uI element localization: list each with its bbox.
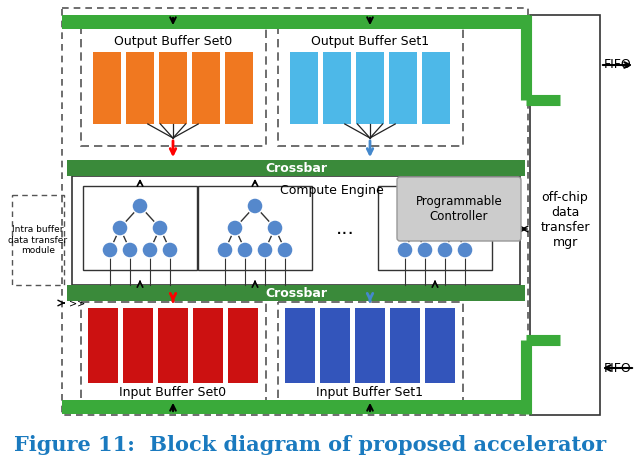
- Text: >>: >>: [69, 298, 85, 308]
- Text: Programmable
Controller: Programmable Controller: [415, 195, 503, 223]
- Bar: [323, 52, 351, 124]
- Bar: [378, 186, 492, 270]
- Circle shape: [397, 242, 413, 258]
- Circle shape: [112, 220, 128, 236]
- Text: Crossbar: Crossbar: [265, 286, 327, 300]
- Bar: [228, 308, 258, 383]
- Circle shape: [227, 220, 243, 236]
- Circle shape: [142, 242, 158, 258]
- Bar: [389, 52, 417, 124]
- Bar: [198, 186, 312, 270]
- Bar: [126, 52, 154, 124]
- Bar: [62, 15, 530, 29]
- Text: off-chip
data
transfer
mgr: off-chip data transfer mgr: [540, 191, 590, 249]
- Circle shape: [437, 242, 453, 258]
- Bar: [225, 52, 253, 124]
- Text: Input Buffer Set1: Input Buffer Set1: [317, 385, 424, 398]
- Text: Crossbar: Crossbar: [265, 161, 327, 175]
- Bar: [530, 15, 600, 415]
- FancyBboxPatch shape: [397, 177, 521, 241]
- Bar: [290, 52, 318, 124]
- Bar: [192, 52, 220, 124]
- Text: Input Buffer Set0: Input Buffer Set0: [120, 385, 227, 398]
- Text: Figure 11:  Block diagram of proposed accelerator: Figure 11: Block diagram of proposed acc…: [14, 435, 606, 455]
- Bar: [320, 308, 350, 383]
- Bar: [425, 308, 455, 383]
- Circle shape: [122, 242, 138, 258]
- Circle shape: [132, 198, 148, 214]
- Bar: [422, 52, 450, 124]
- Text: Output Buffer Set1: Output Buffer Set1: [311, 35, 429, 48]
- Circle shape: [257, 242, 273, 258]
- Bar: [278, 302, 462, 405]
- Bar: [278, 28, 462, 146]
- Text: Intra buffer
data transfer
module: Intra buffer data transfer module: [8, 225, 68, 255]
- Bar: [88, 308, 118, 383]
- Circle shape: [267, 220, 283, 236]
- Bar: [355, 308, 385, 383]
- Bar: [285, 308, 315, 383]
- Bar: [123, 308, 153, 383]
- Circle shape: [457, 242, 473, 258]
- Circle shape: [277, 242, 293, 258]
- Circle shape: [102, 242, 118, 258]
- Bar: [67, 285, 525, 301]
- Bar: [93, 52, 121, 124]
- Bar: [62, 8, 528, 415]
- Circle shape: [417, 242, 433, 258]
- Circle shape: [427, 198, 443, 214]
- Bar: [158, 308, 188, 383]
- Bar: [72, 176, 520, 285]
- Circle shape: [447, 220, 463, 236]
- Bar: [80, 28, 266, 146]
- Circle shape: [162, 242, 178, 258]
- Text: FIFO: FIFO: [604, 59, 632, 71]
- Circle shape: [152, 220, 168, 236]
- Bar: [83, 186, 197, 270]
- Bar: [80, 302, 266, 405]
- Circle shape: [247, 198, 263, 214]
- Bar: [193, 308, 223, 383]
- Text: Output Buffer Set0: Output Buffer Set0: [114, 35, 232, 48]
- Bar: [390, 308, 420, 383]
- Bar: [356, 52, 384, 124]
- Bar: [62, 400, 530, 414]
- Bar: [67, 160, 525, 176]
- Text: ...: ...: [336, 219, 354, 237]
- Circle shape: [217, 242, 233, 258]
- Text: FIFO: FIFO: [604, 361, 632, 374]
- Bar: [159, 52, 187, 124]
- Text: Compute Engine: Compute Engine: [280, 183, 383, 196]
- Circle shape: [237, 242, 253, 258]
- Bar: [12, 195, 64, 285]
- Circle shape: [407, 220, 423, 236]
